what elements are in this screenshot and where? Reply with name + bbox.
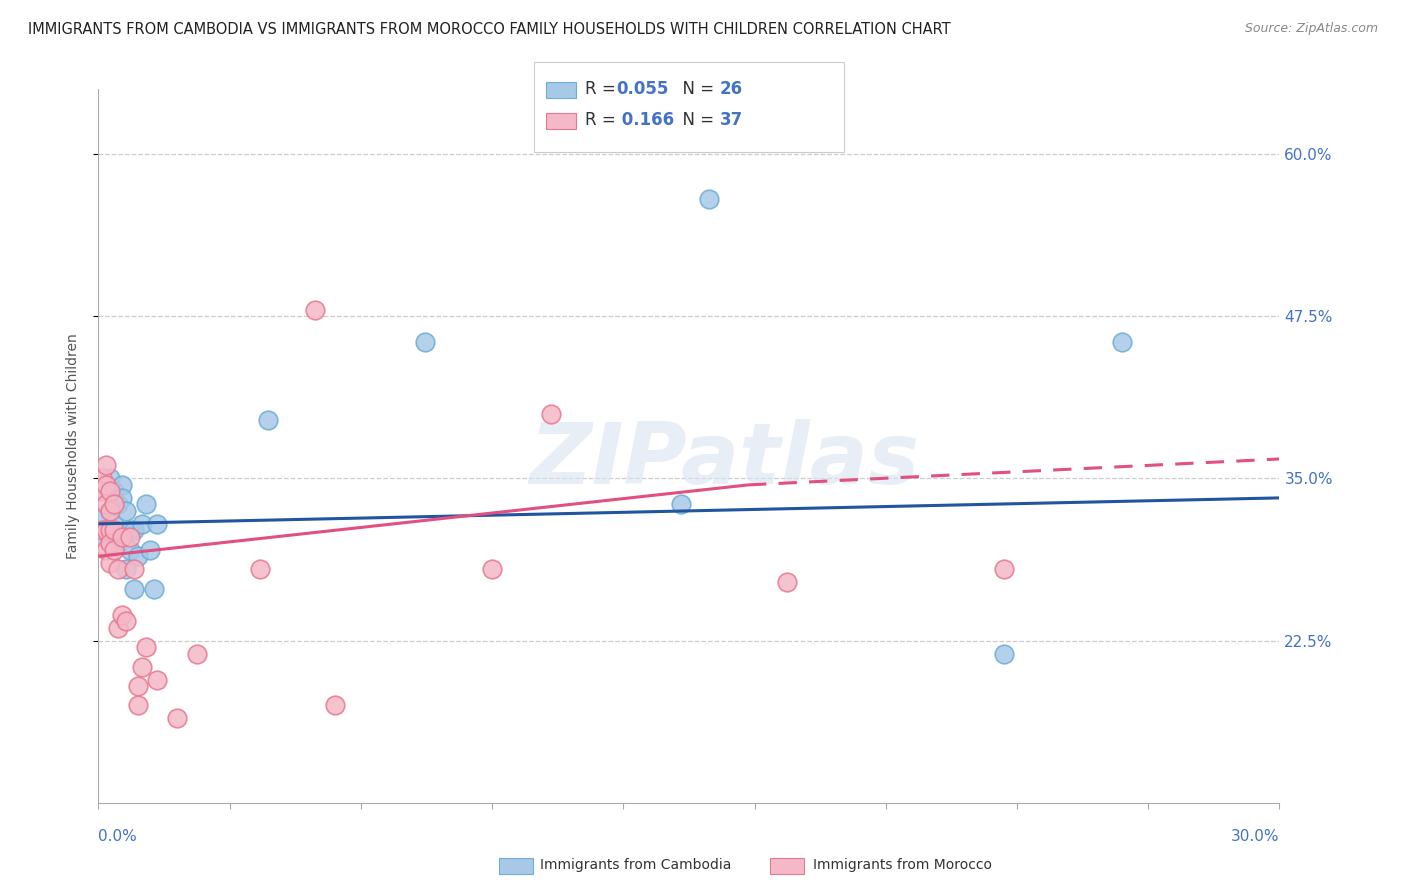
Text: Immigrants from Cambodia: Immigrants from Cambodia bbox=[540, 858, 731, 872]
Point bbox=[776, 575, 799, 590]
Point bbox=[1111, 335, 1133, 350]
Point bbox=[135, 640, 157, 654]
Text: R =: R = bbox=[585, 112, 621, 129]
Point bbox=[146, 673, 169, 687]
Point bbox=[91, 471, 114, 485]
Point bbox=[127, 698, 149, 713]
Point bbox=[98, 556, 121, 570]
Text: ZIPatlas: ZIPatlas bbox=[529, 418, 920, 502]
Point bbox=[98, 504, 121, 518]
Point bbox=[96, 478, 118, 492]
Point bbox=[96, 542, 118, 557]
Point bbox=[98, 471, 121, 485]
Text: R =: R = bbox=[585, 80, 621, 98]
Point bbox=[304, 302, 326, 317]
Point bbox=[111, 530, 134, 544]
Point bbox=[115, 614, 138, 628]
Text: 26: 26 bbox=[720, 80, 742, 98]
Point bbox=[323, 698, 346, 713]
Point bbox=[540, 407, 562, 421]
Point bbox=[107, 536, 129, 550]
Point bbox=[107, 621, 129, 635]
Text: 0.166: 0.166 bbox=[616, 112, 673, 129]
Text: Source: ZipAtlas.com: Source: ZipAtlas.com bbox=[1244, 22, 1378, 36]
Text: Immigrants from Morocco: Immigrants from Morocco bbox=[813, 858, 991, 872]
Point bbox=[111, 607, 134, 622]
Point bbox=[166, 711, 188, 725]
Point bbox=[96, 524, 118, 538]
Point bbox=[122, 582, 145, 596]
Point bbox=[256, 413, 278, 427]
Point bbox=[127, 679, 149, 693]
Point bbox=[91, 530, 114, 544]
Point bbox=[91, 484, 114, 499]
Point bbox=[115, 562, 138, 576]
Point bbox=[96, 524, 118, 538]
Point bbox=[131, 659, 153, 673]
Point bbox=[98, 504, 121, 518]
Point bbox=[98, 484, 121, 499]
Point bbox=[122, 562, 145, 576]
Point bbox=[103, 516, 125, 531]
Point bbox=[413, 335, 436, 350]
Point bbox=[107, 562, 129, 576]
Point bbox=[481, 562, 503, 576]
Point bbox=[127, 549, 149, 564]
Point bbox=[135, 497, 157, 511]
Point bbox=[186, 647, 208, 661]
Point bbox=[993, 647, 1015, 661]
Point bbox=[98, 536, 121, 550]
Point bbox=[118, 524, 141, 538]
Point bbox=[91, 510, 114, 524]
Point bbox=[138, 542, 160, 557]
Point bbox=[103, 484, 125, 499]
Point bbox=[669, 497, 692, 511]
Point bbox=[96, 484, 118, 499]
Text: 30.0%: 30.0% bbox=[1232, 829, 1279, 844]
Point bbox=[146, 516, 169, 531]
Point bbox=[103, 542, 125, 557]
Point bbox=[142, 582, 165, 596]
Text: 0.055: 0.055 bbox=[616, 80, 668, 98]
Text: 0.0%: 0.0% bbox=[98, 829, 138, 844]
Y-axis label: Family Households with Children: Family Households with Children bbox=[66, 333, 80, 559]
Point bbox=[249, 562, 271, 576]
Point bbox=[118, 530, 141, 544]
Point bbox=[111, 491, 134, 505]
Point bbox=[96, 458, 118, 473]
Point bbox=[697, 193, 720, 207]
Text: N =: N = bbox=[672, 80, 720, 98]
Point bbox=[98, 524, 121, 538]
Text: N =: N = bbox=[672, 112, 720, 129]
Text: 37: 37 bbox=[720, 112, 744, 129]
Point bbox=[122, 524, 145, 538]
Text: IMMIGRANTS FROM CAMBODIA VS IMMIGRANTS FROM MOROCCO FAMILY HOUSEHOLDS WITH CHILD: IMMIGRANTS FROM CAMBODIA VS IMMIGRANTS F… bbox=[28, 22, 950, 37]
Point bbox=[118, 542, 141, 557]
Point bbox=[103, 524, 125, 538]
Point bbox=[993, 562, 1015, 576]
Point bbox=[115, 504, 138, 518]
Point bbox=[96, 497, 118, 511]
Point bbox=[103, 497, 125, 511]
Point bbox=[111, 478, 134, 492]
Point bbox=[91, 524, 114, 538]
Point bbox=[131, 516, 153, 531]
Point bbox=[107, 497, 129, 511]
